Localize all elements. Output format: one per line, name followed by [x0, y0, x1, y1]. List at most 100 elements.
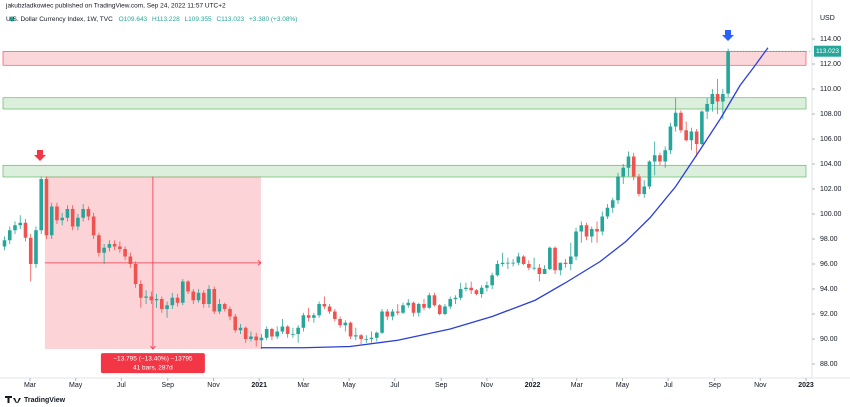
candle-body [479, 287, 484, 294]
candle-body [558, 262, 563, 271]
candle-body [605, 207, 610, 217]
status-dot [9, 16, 15, 22]
currency: USD [820, 15, 835, 22]
x-tick-label: Nov [207, 382, 220, 389]
candle-body [123, 249, 127, 257]
candle-body [485, 285, 489, 288]
candle-body [34, 230, 38, 264]
x-tick-label: 2023 [798, 382, 814, 389]
candle-body [144, 296, 148, 298]
candle-body [453, 297, 458, 299]
candle-body [443, 306, 447, 314]
y-tick-label: 108.00 [820, 111, 842, 118]
candle-body [333, 311, 337, 319]
tv-logo [5, 396, 21, 403]
candle-body [70, 209, 75, 227]
candle-body [228, 309, 232, 317]
x-tick-label: Jul [117, 382, 126, 389]
candle-body [343, 322, 348, 326]
candle-body [390, 311, 395, 317]
candle-body [180, 281, 185, 303]
candle-body [233, 316, 238, 331]
x-tick-label: Mar [297, 382, 310, 389]
candle-body [107, 244, 112, 248]
ohlc-low: L109.355 [185, 16, 212, 23]
candle-body [631, 156, 636, 177]
last-price-box [814, 45, 841, 57]
candle-body [348, 322, 353, 337]
candle-body [569, 256, 573, 264]
candle-body [437, 305, 442, 314]
candle-body [668, 126, 673, 151]
zone [2, 164, 807, 178]
x-tick-label: Sep [708, 382, 721, 389]
candle-body [301, 315, 306, 328]
candle-body [548, 247, 552, 269]
x-tick-label: May [342, 382, 356, 389]
measure-label: 41 bars, 287d [133, 364, 173, 371]
candle-body [621, 167, 626, 177]
candle-body [254, 336, 258, 341]
candle-body [458, 289, 463, 298]
candle-body [7, 230, 12, 241]
candle-body [306, 315, 311, 318]
symbol: U.S. Dollar Currency Index, 1W, TVC [6, 16, 113, 23]
candle-body [490, 275, 494, 286]
x-tick-label: Mar [24, 382, 37, 389]
candle-body [327, 306, 332, 312]
candle-body [118, 246, 122, 249]
candle-body [532, 267, 536, 269]
candle-body [506, 262, 510, 264]
candle-body [285, 326, 290, 334]
candle-body [160, 299, 164, 309]
y-tick-label: 110.00 [820, 86, 841, 93]
ohlc-high: H113.228 [152, 16, 180, 23]
brand: TradingView [24, 397, 66, 404]
candle-body [39, 179, 44, 231]
candle-body [527, 264, 531, 268]
candle-body [647, 161, 652, 187]
candle-body [411, 302, 416, 313]
candle-body [55, 206, 59, 221]
x-tick-label: May [616, 382, 630, 389]
candle-body [721, 94, 725, 102]
candle-body [610, 200, 615, 208]
candle-body [317, 304, 321, 316]
candle-body [652, 155, 657, 162]
ohlc-change: +3.380 (+3.08%) [249, 16, 297, 23]
candle-body [495, 264, 500, 276]
x-tick-label: May [69, 382, 83, 389]
candle-body [86, 209, 91, 217]
candle-body [280, 326, 285, 332]
candle-body [65, 209, 70, 218]
candle-body [521, 256, 526, 264]
candle-body [705, 104, 709, 112]
candle-body [322, 304, 327, 307]
candle-body [574, 231, 578, 257]
candle-body [133, 264, 138, 284]
candle-body [139, 284, 143, 298]
candle-body [553, 247, 557, 271]
candle-body [563, 262, 568, 264]
x-tick-label: Nov [481, 382, 494, 389]
x-tick-label: Nov [754, 382, 767, 389]
blue-arrow [722, 30, 734, 41]
candle-body [584, 225, 589, 237]
plot-area [2, 47, 807, 350]
candle-body [217, 304, 222, 312]
candle-body [374, 332, 379, 338]
y-tick-label: 104.00 [820, 161, 842, 168]
candle-body [238, 327, 243, 331]
last-price-label: 113.023 [816, 48, 839, 55]
candle-body [395, 311, 400, 313]
y-tick-label: 102.00 [820, 186, 842, 193]
candle-body [165, 305, 169, 309]
candle-body [354, 335, 358, 337]
candle-body [710, 94, 715, 104]
candle-body [726, 51, 730, 94]
zone [2, 97, 807, 110]
candle-body [18, 222, 23, 226]
candle-body [369, 337, 374, 339]
candle-body [296, 327, 300, 334]
